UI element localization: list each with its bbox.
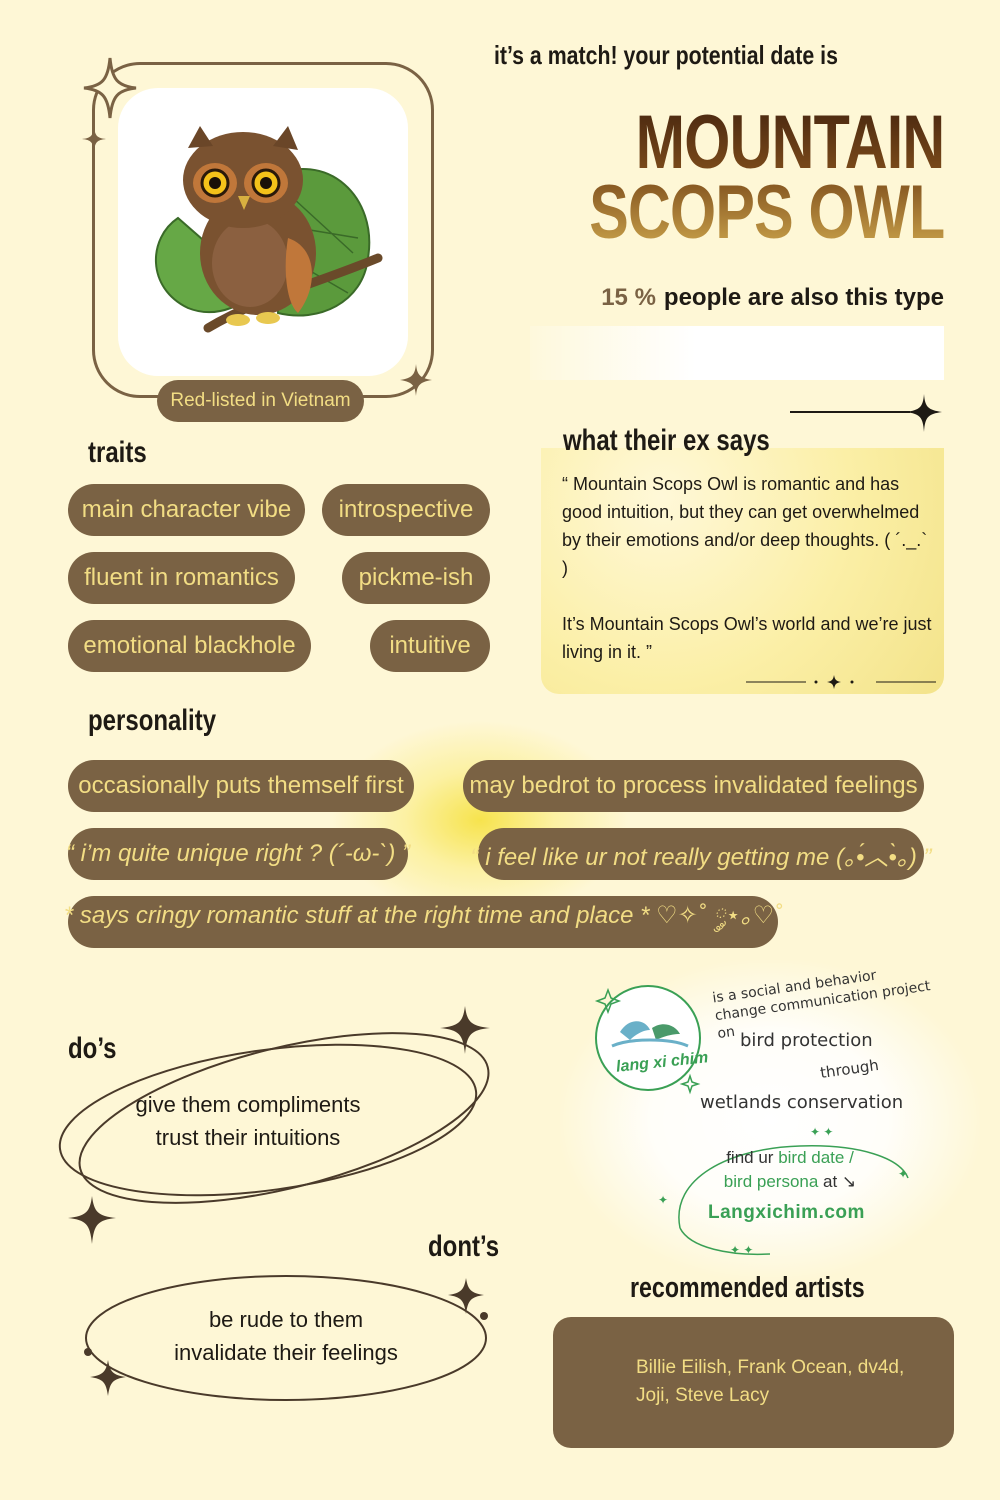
trait-pill: pickme-ish: [342, 552, 490, 604]
trait-pill: intuitive: [370, 620, 490, 672]
species-name: MOUNTAIN SCOPS OWL: [589, 108, 944, 248]
artists-list: Billie Eilish, Frank Ocean, dv4d, Joji, …: [636, 1354, 926, 1410]
trait-pill: fluent in romantics: [68, 552, 295, 604]
artists-box: [553, 1317, 954, 1448]
sparkle-line-icon: [790, 394, 942, 432]
owl-image: [155, 126, 383, 333]
ex-quote-box: [541, 448, 944, 694]
yellow-glow: [330, 720, 630, 920]
dos-title: do’s: [68, 1032, 117, 1065]
personality-title: personality: [88, 704, 217, 737]
sparkle-icon: [82, 57, 137, 152]
donts-title: dont’s: [428, 1230, 500, 1263]
artists-line: Billie Eilish, Frank Ocean, dv4d,: [636, 1357, 905, 1378]
personality-pill: “ i’m quite unique right ? (´-ω-`) ”: [66, 828, 410, 880]
ex-quote-paragraph: It’s Mountain Scops Owl’s world and we’r…: [562, 614, 932, 662]
personality-pill: may bedrot to process invalidated feelin…: [463, 760, 924, 812]
ex-says-title: what their ex says: [563, 424, 770, 457]
bird-date-link[interactable]: bird date /: [778, 1148, 854, 1167]
project-wetlands: wetlands conservation: [700, 1092, 904, 1113]
species-name-line1: MOUNTAIN: [635, 100, 944, 185]
type-percentage: 15 % people are also this type: [601, 284, 944, 312]
personality-pill: “ i feel like ur not really getting me (…: [471, 828, 931, 880]
trait-pill: emotional blackhole: [68, 620, 311, 672]
sparkle-divider-icon: [746, 675, 936, 689]
ex-quote-paragraph: “ Mountain Scops Owl is romantic and has…: [562, 474, 928, 578]
project-url-link[interactable]: Langxichim.com: [708, 1202, 865, 1223]
find-prefix: find ur: [726, 1148, 779, 1167]
find-suffix: at ↘: [818, 1172, 857, 1191]
trait-pill: introspective: [322, 484, 490, 536]
svg-text:✦: ✦: [898, 1167, 908, 1181]
svg-text:✦ ✦: ✦ ✦: [810, 1125, 833, 1139]
personality-pill: * says cringy romantic stuff at the righ…: [64, 896, 782, 948]
species-name-line2: SCOPS OWL: [588, 170, 944, 255]
donts-item: be rude to them: [208, 1307, 364, 1332]
owl-illustration: [118, 88, 408, 376]
percentage-value: 15 %: [601, 284, 656, 311]
dos-list: give them compliments trust their intuit…: [100, 1088, 396, 1154]
find-arc-decoration: ✦ ✦ ✦ ✦ ✦ ✦: [658, 1125, 909, 1257]
redlist-badge: Red-listed in Vietnam: [157, 380, 364, 422]
artists-line: Joji, Steve Lacy: [636, 1385, 770, 1406]
artists-title: recommended artists: [630, 1272, 865, 1304]
sparkle-icon: [400, 364, 432, 396]
orbit-ellipses: [58, 1006, 490, 1401]
find-bird-text: find ur bird date / bird persona at ↘: [690, 1146, 890, 1194]
svg-text:✦: ✦: [658, 1193, 668, 1207]
white-banner: [530, 326, 944, 380]
percentage-label: people are also this type: [663, 284, 944, 311]
headline: it’s a match! your potential date is: [494, 40, 838, 70]
dos-item: trust their intuitions: [155, 1125, 341, 1150]
donts-list: be rude to them invalidate their feeling…: [136, 1303, 436, 1369]
bird-persona-link[interactable]: bird persona: [723, 1172, 819, 1191]
personality-pill: occasionally puts themself first: [68, 760, 414, 812]
dos-item: give them compliments: [135, 1092, 361, 1117]
trait-pill: main character vibe: [68, 484, 305, 536]
ex-quote-text: “ Mountain Scops Owl is romantic and has…: [562, 470, 932, 666]
traits-title: traits: [88, 436, 147, 469]
donts-item: invalidate their feelings: [174, 1340, 398, 1365]
svg-text:✦ ✦: ✦ ✦: [730, 1243, 753, 1257]
lang-xi-chim-logo: [594, 985, 701, 1095]
project-bird-protection: bird protection: [740, 1030, 873, 1051]
